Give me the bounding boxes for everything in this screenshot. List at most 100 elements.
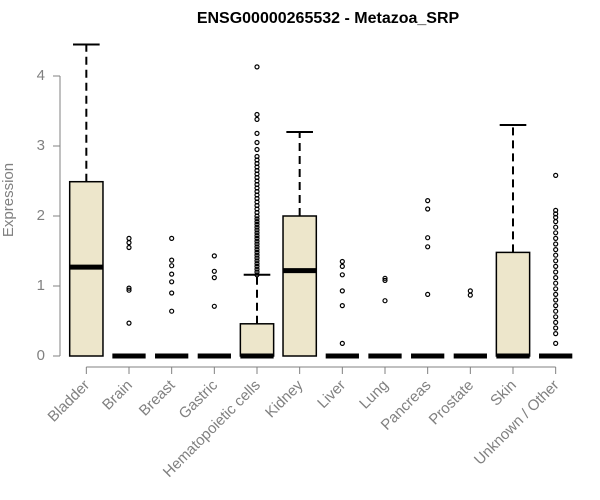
- outlier-point: [126, 320, 132, 326]
- outlier-point: [425, 244, 431, 250]
- outlier-point: [126, 244, 132, 251]
- outlier-point: [382, 298, 388, 304]
- chart-title: ENSG00000265532 - Metazoa_SRP: [197, 10, 460, 27]
- outlier-point: [169, 279, 175, 285]
- x-tick-label: Liver: [314, 377, 349, 412]
- outlier-point: [553, 207, 559, 213]
- x-tick-label: Skin: [487, 377, 520, 410]
- outlier-point: [254, 116, 260, 123]
- outlier-point: [553, 263, 559, 269]
- outlier-point: [254, 241, 260, 247]
- boxes: [68, 43, 573, 359]
- outlier-point: [254, 230, 260, 236]
- box-iqr: [495, 251, 531, 357]
- outlier-point: [211, 275, 217, 281]
- outlier-point: [126, 287, 132, 293]
- outlier-point: [211, 268, 217, 274]
- outlier-point: [169, 271, 175, 277]
- outlier-point: [339, 258, 345, 265]
- outlier-point: [169, 257, 175, 263]
- box-7: [368, 275, 402, 359]
- box-0: [68, 43, 104, 357]
- outlier-point: [553, 303, 559, 309]
- outlier-point: [553, 258, 559, 264]
- outlier-point: [553, 224, 559, 230]
- outlier-point: [254, 266, 260, 272]
- box-2: [155, 235, 189, 359]
- outlier-point: [467, 288, 473, 294]
- outlier-point: [254, 249, 260, 255]
- box-8: [411, 198, 445, 359]
- outlier-point: [211, 253, 217, 259]
- outlier-point: [254, 221, 260, 227]
- outlier-point: [425, 198, 431, 204]
- outlier-point: [254, 139, 260, 146]
- outlier-point: [425, 206, 431, 212]
- outlier-point: [553, 241, 559, 247]
- outlier-point: [467, 292, 473, 298]
- outlier-point: [254, 255, 260, 261]
- outlier-point: [553, 230, 559, 236]
- box-3: [197, 253, 231, 359]
- outlier-point: [254, 64, 260, 70]
- y-axis-label: Expression: [0, 163, 17, 237]
- y-tick-label: 0: [37, 347, 45, 364]
- outlier-point: [254, 233, 260, 239]
- box-10: [495, 124, 531, 359]
- outlier-point: [169, 235, 175, 241]
- outlier-point: [553, 319, 559, 325]
- outlier-point: [169, 290, 175, 296]
- outlier-point: [553, 331, 559, 337]
- outlier-point: [254, 261, 260, 267]
- outlier-point: [254, 219, 260, 225]
- outlier-point: [254, 263, 260, 269]
- outlier-point: [553, 314, 559, 320]
- outlier-point: [339, 263, 345, 269]
- outlier-point: [553, 325, 559, 331]
- outlier-point: [254, 130, 260, 136]
- outlier-point: [254, 238, 260, 244]
- outlier-point: [382, 275, 388, 281]
- outlier-point: [553, 247, 559, 253]
- outlier-point: [254, 272, 260, 278]
- box-iqr: [239, 323, 275, 357]
- outlier-point: [254, 235, 260, 241]
- outlier-point: [254, 146, 260, 153]
- outlier-point: [339, 288, 345, 294]
- outlier-point: [553, 172, 559, 178]
- x-tick-label: Lung: [356, 377, 392, 413]
- outlier-point: [254, 224, 260, 230]
- outlier-point: [254, 111, 260, 118]
- outlier-point: [339, 303, 345, 309]
- outlier-point: [382, 277, 388, 283]
- outlier-point: [211, 303, 217, 309]
- outlier-point: [553, 291, 559, 297]
- outlier-point: [553, 340, 559, 346]
- outlier-point: [254, 153, 260, 160]
- outlier-point: [553, 235, 559, 241]
- y-axis: 0 1 2 3 4: [37, 67, 61, 364]
- outlier-point: [553, 269, 559, 275]
- outlier-point: [339, 340, 345, 346]
- box-4: [239, 64, 275, 359]
- x-tick-label: Breast: [136, 376, 179, 419]
- outlier-point: [126, 235, 132, 241]
- box-iqr: [282, 215, 318, 357]
- box-6: [325, 258, 359, 359]
- outlier-point: [553, 252, 559, 258]
- outlier-point: [254, 247, 260, 253]
- x-tick-label: Brain: [99, 377, 136, 414]
- box-9: [453, 288, 487, 359]
- x-tick-label: Kidney: [262, 376, 307, 421]
- outlier-point: [254, 216, 260, 222]
- outlier-point: [553, 219, 559, 225]
- outlier-point: [553, 297, 559, 303]
- outlier-point: [254, 269, 260, 275]
- outlier-point: [553, 286, 559, 292]
- outlier-point: [126, 285, 132, 291]
- y-tick-label: 1: [37, 277, 45, 294]
- outlier-point: [553, 308, 559, 314]
- outlier-point: [254, 258, 260, 264]
- outlier-point: [126, 240, 132, 246]
